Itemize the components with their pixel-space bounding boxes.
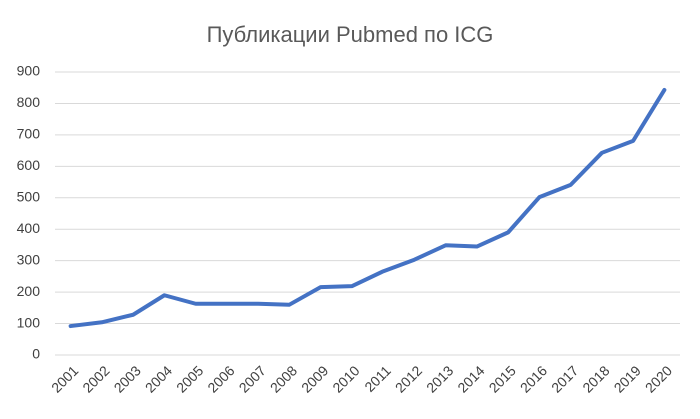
y-tick-label: 800 [17,94,41,110]
x-tick-label: 2011 [361,362,394,395]
y-tick-label: 500 [17,188,41,204]
x-tick-label: 2013 [423,362,456,395]
x-tick-label: 2016 [517,362,550,395]
y-tick-label: 300 [17,251,41,267]
data-line [68,87,667,329]
y-tick-label: 100 [17,314,41,330]
y-tick-label: 0 [32,346,40,362]
y-tick-label: 700 [17,126,41,142]
x-tick-label: 2010 [329,362,362,395]
y-tick-label: 200 [17,283,41,299]
chart-title: Публикации Pubmed по ICG [207,22,494,47]
x-tick-label: 2006 [204,362,237,395]
x-tick-label: 2007 [236,362,269,395]
x-tick-label: 2002 [79,362,112,395]
y-tick-label: 900 [17,63,41,79]
x-tick-label: 2018 [579,362,612,395]
y-tick-label: 600 [17,157,41,173]
x-tick-label: 2003 [111,362,144,395]
x-tick-label: 2012 [392,362,425,395]
x-tick-label: 2008 [267,362,300,395]
x-tick-label: 2009 [298,362,331,395]
x-tick-label: 2015 [486,362,519,395]
x-tick-label: 2017 [548,362,581,395]
y-tick-label: 400 [17,220,41,236]
x-tick-label: 2020 [642,362,675,395]
x-tick-label: 2001 [48,362,81,395]
x-tick-label: 2004 [142,362,175,395]
x-tick-label: 2014 [454,362,487,395]
x-tick-label: 2005 [173,362,206,395]
x-tick-label: 2019 [611,362,644,395]
